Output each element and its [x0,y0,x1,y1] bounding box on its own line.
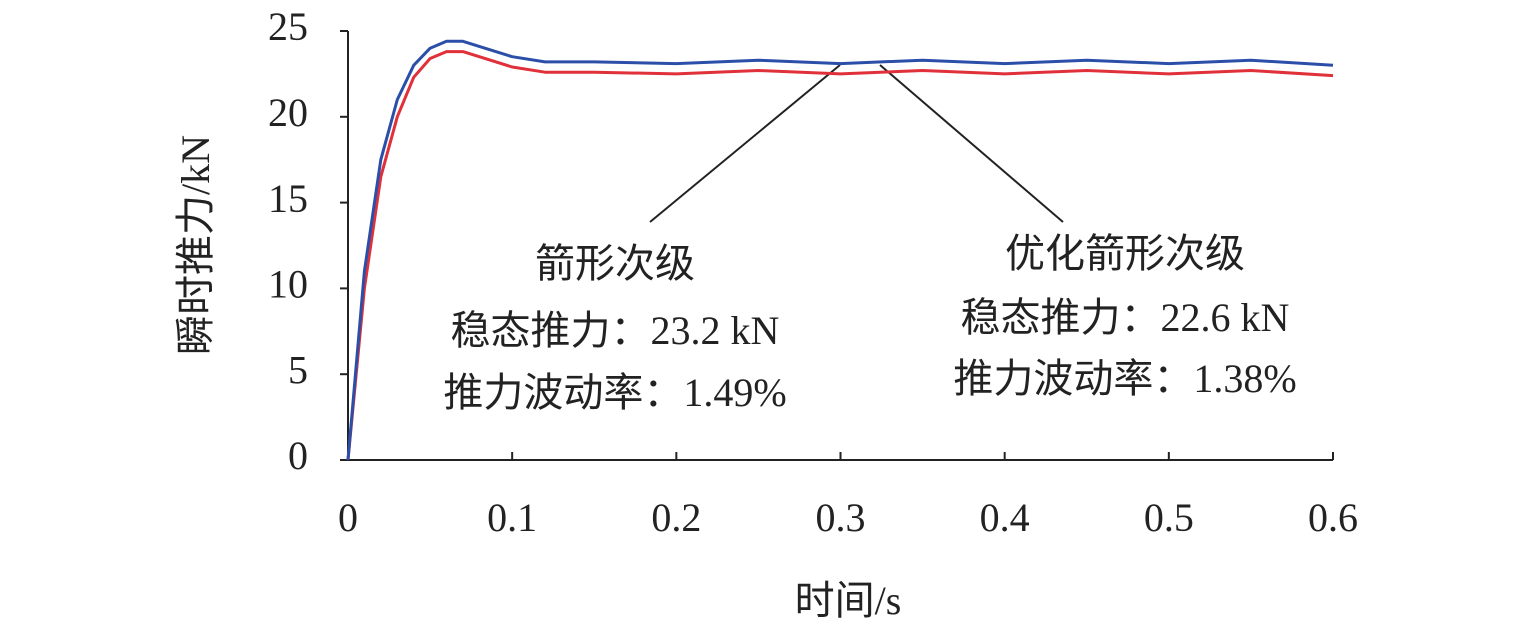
y-axis-title: 瞬时推力/kN [173,135,218,355]
y-tick-label: 15 [268,176,308,221]
x-tick-label: 0.1 [487,495,537,540]
leader-line [879,64,1064,223]
x-tick-label: 0.6 [1308,495,1358,540]
line-series [346,50,1334,461]
annotation: 推力波动率：1.38% [953,356,1296,401]
x-tick-label: 0 [338,495,358,540]
y-tick-label: 20 [268,90,308,135]
x-tick-label: 0.3 [816,495,866,540]
y-tick-label: 10 [268,262,308,307]
annotation: 稳态推力：23.2 kN [451,308,780,353]
annotation: 箭形次级 [535,241,695,286]
x-tick-label: 0.2 [651,495,701,540]
x-tick-label: 0.5 [1144,495,1194,540]
x-tick-label: 0.4 [980,495,1030,540]
annotation: 稳态推力：22.6 kN [961,295,1290,340]
annotation: 优化箭形次级 [1005,231,1245,276]
leader-line [649,64,841,223]
line-series [346,39,1334,461]
annotation: 推力波动率：1.49% [443,370,786,415]
y-tick-label: 25 [268,4,308,49]
y-tick-label: 0 [288,433,308,478]
x-axis-title: 时间/s [795,578,902,623]
y-tick-label: 5 [288,347,308,392]
